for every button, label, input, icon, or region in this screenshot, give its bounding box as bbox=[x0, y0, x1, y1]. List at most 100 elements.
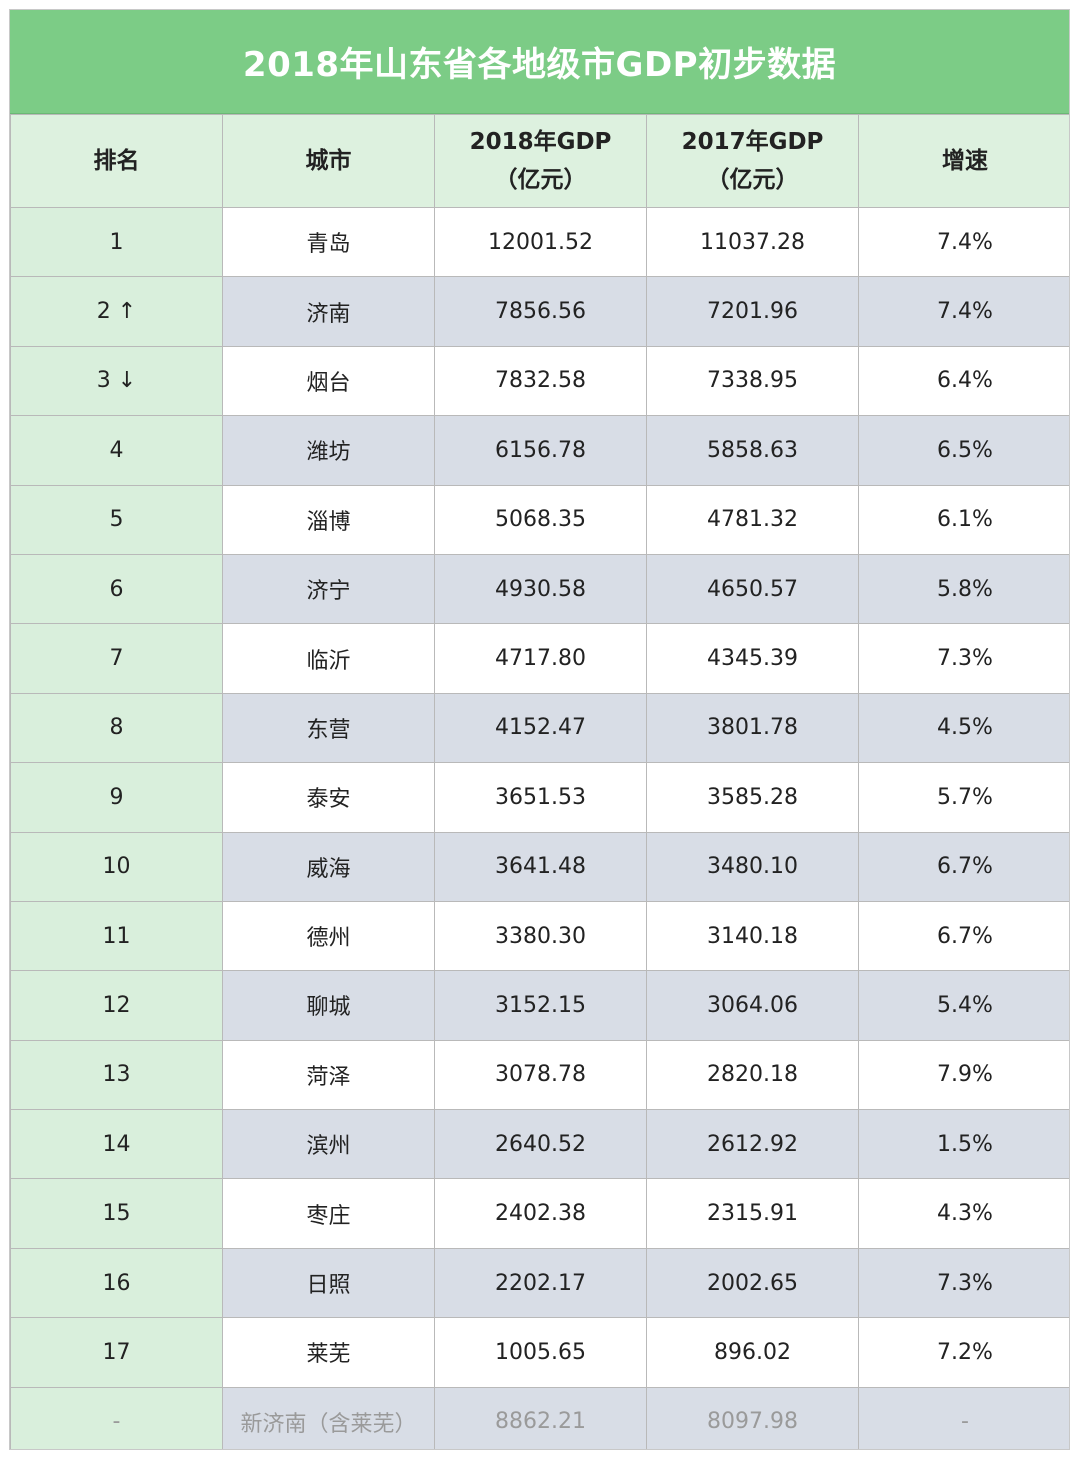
growth-cell: 7.4% bbox=[858, 276, 1069, 347]
gdp2017-cell: 3140.18 bbox=[646, 900, 859, 972]
gdp2018-cell: 5068.35 bbox=[434, 484, 647, 555]
table-row: 12 聊城 3152.15 3064.06 5.4% bbox=[10, 970, 1069, 1041]
city-cell: 菏泽 bbox=[222, 1039, 435, 1111]
rank-cell: 7 bbox=[10, 623, 223, 694]
gdp2017-cell: 2820.18 bbox=[646, 1039, 859, 1111]
rank-cell: 6 bbox=[10, 553, 223, 625]
growth-cell: 5.8% bbox=[858, 553, 1069, 625]
growth-cell: 6.1% bbox=[858, 484, 1069, 555]
gdp2017-cell: 896.02 bbox=[646, 1317, 859, 1388]
rank-cell: 11 bbox=[10, 900, 223, 972]
gdp2018-cell: 7856.56 bbox=[434, 276, 647, 347]
growth-cell: 7.3% bbox=[858, 623, 1069, 694]
table-title: 2018年山东省各地级市GDP初步数据 bbox=[10, 10, 1069, 114]
gdp2017-cell: 8097.98 bbox=[646, 1386, 859, 1449]
city-cell: 淄博 bbox=[222, 484, 435, 555]
gdp2018-cell: 8862.21 bbox=[434, 1386, 647, 1449]
growth-cell: 7.9% bbox=[858, 1039, 1069, 1111]
table-row: 8 东营 4152.47 3801.78 4.5% bbox=[10, 692, 1069, 764]
table-row: 4 潍坊 6156.78 5858.63 6.5% bbox=[10, 415, 1069, 486]
header-gdp2018-line2: （亿元） bbox=[494, 167, 587, 193]
header-gdp2018: 2018年GDP （亿元） bbox=[434, 114, 647, 208]
gdp2018-cell: 3380.30 bbox=[434, 900, 647, 972]
growth-cell: 4.3% bbox=[858, 1178, 1069, 1249]
growth-cell: - bbox=[858, 1386, 1069, 1449]
rank-cell: 17 bbox=[10, 1317, 223, 1388]
gdp2017-cell: 4650.57 bbox=[646, 553, 859, 625]
city-cell: 滨州 bbox=[222, 1109, 435, 1180]
city-cell: 日照 bbox=[222, 1247, 435, 1319]
gdp2017-cell: 2315.91 bbox=[646, 1178, 859, 1249]
city-cell: 聊城 bbox=[222, 970, 435, 1041]
city-cell: 济南 bbox=[222, 276, 435, 347]
header-gdp2017-line1: 2017年GDP bbox=[681, 129, 824, 155]
rank-cell: 14 bbox=[10, 1109, 223, 1180]
gdp2017-cell: 3585.28 bbox=[646, 762, 859, 833]
table-row: 5 淄博 5068.35 4781.32 6.1% bbox=[10, 484, 1069, 555]
gdp2018-cell: 3641.48 bbox=[434, 831, 647, 902]
rank-cell: 5 bbox=[10, 484, 223, 555]
gdp2018-cell: 1005.65 bbox=[434, 1317, 647, 1388]
rank-cell: 15 bbox=[10, 1178, 223, 1249]
gdp2018-cell: 4930.58 bbox=[434, 553, 647, 625]
city-cell: 泰安 bbox=[222, 762, 435, 833]
city-cell: 威海 bbox=[222, 831, 435, 902]
growth-cell: 7.4% bbox=[858, 206, 1069, 278]
growth-cell: 6.7% bbox=[858, 831, 1069, 902]
city-cell: 烟台 bbox=[222, 345, 435, 417]
gdp2017-cell: 5858.63 bbox=[646, 415, 859, 486]
gdp2018-cell: 3152.15 bbox=[434, 970, 647, 1041]
gdp-table: 排名 城市 2018年GDP （亿元） 2017年GDP （亿元） 增速 1 青… bbox=[10, 114, 1069, 1449]
city-cell: 潍坊 bbox=[222, 415, 435, 486]
growth-cell: 6.4% bbox=[858, 345, 1069, 417]
gdp2017-cell: 3801.78 bbox=[646, 692, 859, 764]
rank-cell: - bbox=[10, 1386, 223, 1449]
rank-cell: 2 ↑ bbox=[10, 276, 223, 347]
header-gdp2017-line2: （亿元） bbox=[706, 167, 799, 193]
table-row: 3 ↓ 烟台 7832.58 7338.95 6.4% bbox=[10, 345, 1069, 417]
table-row: 10 威海 3641.48 3480.10 6.7% bbox=[10, 831, 1069, 902]
growth-cell: 1.5% bbox=[858, 1109, 1069, 1180]
city-cell: 莱芜 bbox=[222, 1317, 435, 1388]
rank-cell: 12 bbox=[10, 970, 223, 1041]
gdp2018-cell: 3651.53 bbox=[434, 762, 647, 833]
table-row: 16 日照 2202.17 2002.65 7.3% bbox=[10, 1247, 1069, 1319]
gdp2018-cell: 7832.58 bbox=[434, 345, 647, 417]
city-cell: 枣庄 bbox=[222, 1178, 435, 1249]
growth-cell: 6.7% bbox=[858, 900, 1069, 972]
rank-cell: 16 bbox=[10, 1247, 223, 1319]
gdp2017-cell: 3064.06 bbox=[646, 970, 859, 1041]
summary-row: - 新济南（含莱芜） 8862.21 8097.98 - bbox=[10, 1386, 1069, 1449]
gdp2018-cell: 3078.78 bbox=[434, 1039, 647, 1111]
city-cell: 临沂 bbox=[222, 623, 435, 694]
rank-cell: 8 bbox=[10, 692, 223, 764]
gdp2018-cell: 4717.80 bbox=[434, 623, 647, 694]
rank-cell: 1 bbox=[10, 206, 223, 278]
table-row: 14 滨州 2640.52 2612.92 1.5% bbox=[10, 1109, 1069, 1180]
growth-cell: 5.4% bbox=[858, 970, 1069, 1041]
table-row: 11 德州 3380.30 3140.18 6.7% bbox=[10, 900, 1069, 972]
header-row: 排名 城市 2018年GDP （亿元） 2017年GDP （亿元） 增速 bbox=[10, 114, 1069, 208]
gdp2017-cell: 7338.95 bbox=[646, 345, 859, 417]
gdp2018-cell: 6156.78 bbox=[434, 415, 647, 486]
table-body: 1 青岛 12001.52 11037.28 7.4% 2 ↑ 济南 7856.… bbox=[10, 206, 1069, 1449]
gdp2017-cell: 2612.92 bbox=[646, 1109, 859, 1180]
gdp2017-cell: 4781.32 bbox=[646, 484, 859, 555]
growth-cell: 5.7% bbox=[858, 762, 1069, 833]
table-row: 9 泰安 3651.53 3585.28 5.7% bbox=[10, 762, 1069, 833]
gdp2017-cell: 2002.65 bbox=[646, 1247, 859, 1319]
rank-cell: 4 bbox=[10, 415, 223, 486]
header-gdp2017: 2017年GDP （亿元） bbox=[646, 114, 859, 208]
gdp2018-cell: 2402.38 bbox=[434, 1178, 647, 1249]
gdp2018-cell: 2202.17 bbox=[434, 1247, 647, 1319]
header-gdp2018-line1: 2018年GDP bbox=[469, 129, 612, 155]
rank-cell: 10 bbox=[10, 831, 223, 902]
gdp2017-cell: 4345.39 bbox=[646, 623, 859, 694]
table-row: 15 枣庄 2402.38 2315.91 4.3% bbox=[10, 1178, 1069, 1249]
table-row: 7 临沂 4717.80 4345.39 7.3% bbox=[10, 623, 1069, 694]
rank-cell: 3 ↓ bbox=[10, 345, 223, 417]
header-growth: 增速 bbox=[858, 114, 1069, 208]
table-row: 1 青岛 12001.52 11037.28 7.4% bbox=[10, 206, 1069, 278]
city-cell: 济宁 bbox=[222, 553, 435, 625]
header-city: 城市 bbox=[222, 114, 435, 208]
